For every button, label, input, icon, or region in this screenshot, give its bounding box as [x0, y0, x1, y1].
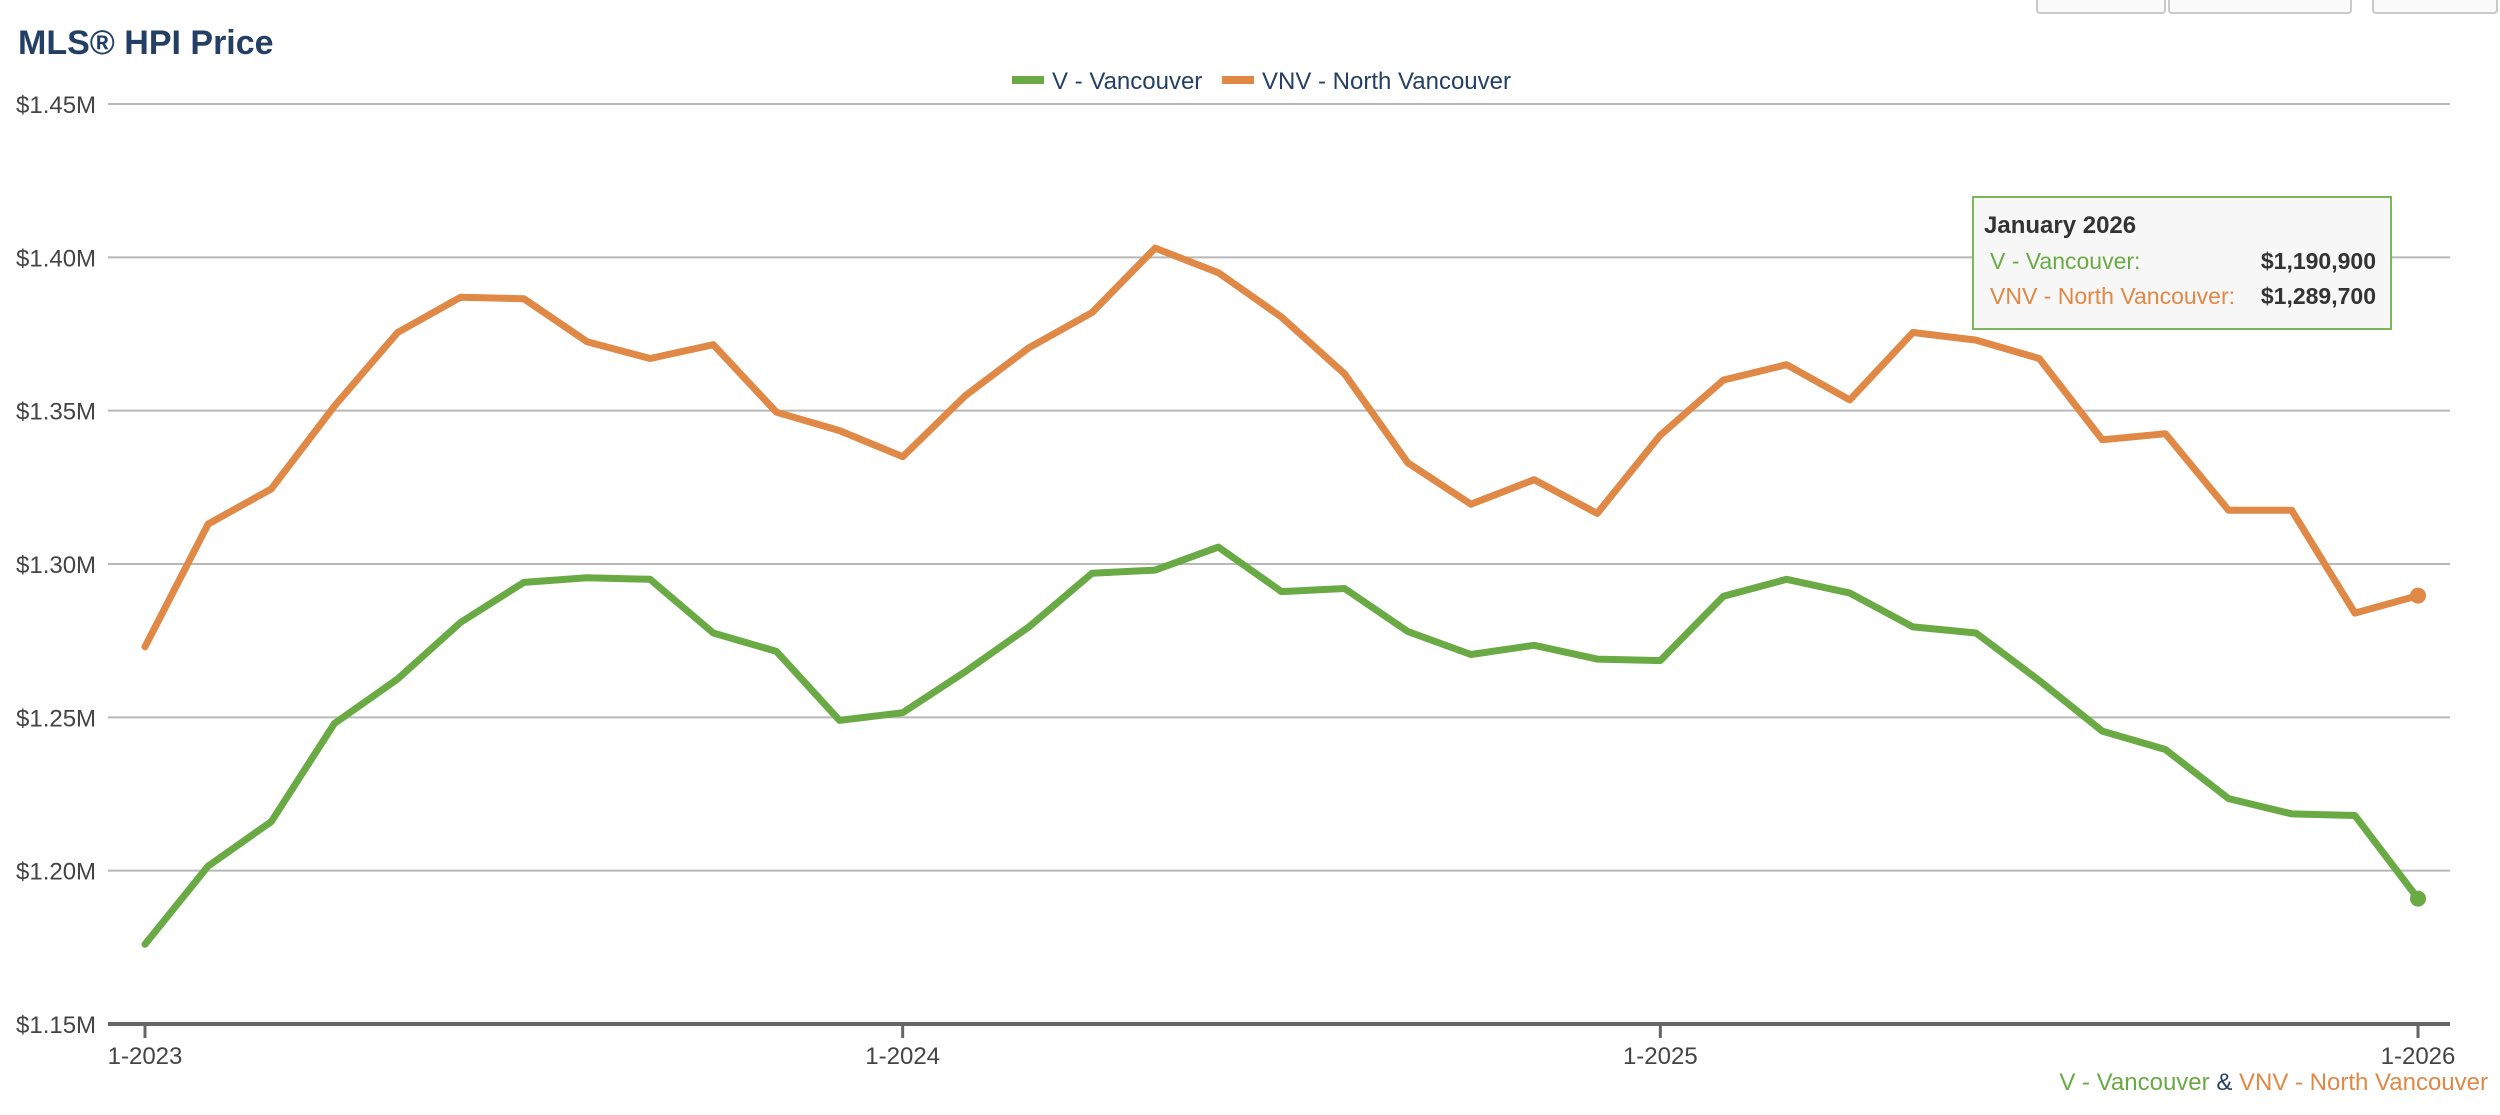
toolbar-button-2[interactable] [2168, 0, 2352, 14]
y-tick-label: $1.25M [16, 705, 96, 732]
x-tick-label: 1-2025 [1623, 1043, 1698, 1070]
y-tick-label: $1.20M [16, 859, 96, 886]
tooltip-label-north-vancouver: VNV - North Vancouver: [1990, 283, 2236, 309]
tooltip-title: January 2026 [1984, 212, 2137, 239]
series-line-vancouver[interactable] [141, 543, 2422, 948]
tooltip-value-vancouver: $1,190,900 [2260, 248, 2376, 274]
x-tick-label: 1-2023 [108, 1043, 183, 1070]
y-tick-label: $1.40M [16, 245, 96, 272]
hover-point-marker[interactable] [2410, 890, 2426, 907]
legend-label-north-vancouver[interactable]: VNV - North Vancouver [1262, 68, 1511, 95]
y-axis-tick-labels: $1.15M $1.20M $1.25M $1.30M $1.35M $1.40M $1.4… [16, 92, 96, 1039]
tooltip-label-vancouver: V - Vancouver: [1990, 248, 2141, 274]
y-tick-label: $1.35M [16, 399, 96, 426]
footer-vancouver: V - Vancouver [2059, 1069, 2210, 1096]
x-axis-ticks: 1-2023 1-2024 1-2025 1-2026 [108, 1024, 2456, 1070]
footer-north-vancouver: VNV - North Vancouver [2239, 1069, 2488, 1096]
y-tick-label: $1.15M [16, 1012, 96, 1039]
legend-label-vancouver[interactable]: V - Vancouver [1052, 68, 1202, 95]
chart-legend[interactable]: V - Vancouver VNV - North Vancouver [1012, 68, 1511, 95]
x-tick-label: 1-2026 [2381, 1043, 2456, 1070]
tooltip-value-north-vancouver: $1,289,700 [2260, 283, 2376, 309]
hover-point-marker[interactable] [2410, 587, 2426, 604]
series-line-north-vancouver[interactable] [141, 244, 2422, 651]
hover-tooltip: January 2026 V - Vancouver: $1,190,900 V… [1972, 196, 2392, 330]
toolbar-button-1[interactable] [2036, 0, 2166, 14]
chart-type-button[interactable] [2372, 0, 2498, 14]
tooltip-row-north-vancouver: VNV - North Vancouver: $1,289,700 [1990, 283, 2376, 313]
y-tick-label: $1.45M [16, 92, 96, 119]
x-tick-label: 1-2024 [865, 1043, 940, 1070]
y-tick-label: $1.30M [16, 552, 96, 579]
tooltip-row-vancouver: V - Vancouver: $1,190,900 [1990, 248, 2376, 278]
chart-title: MLS® HPI Price [18, 24, 274, 62]
footer-joiner: & [2216, 1069, 2233, 1096]
chart-footer-series-names: V - Vancouver & VNV - North Vancouver [2059, 1069, 2488, 1097]
series-lines[interactable] [141, 244, 2426, 948]
